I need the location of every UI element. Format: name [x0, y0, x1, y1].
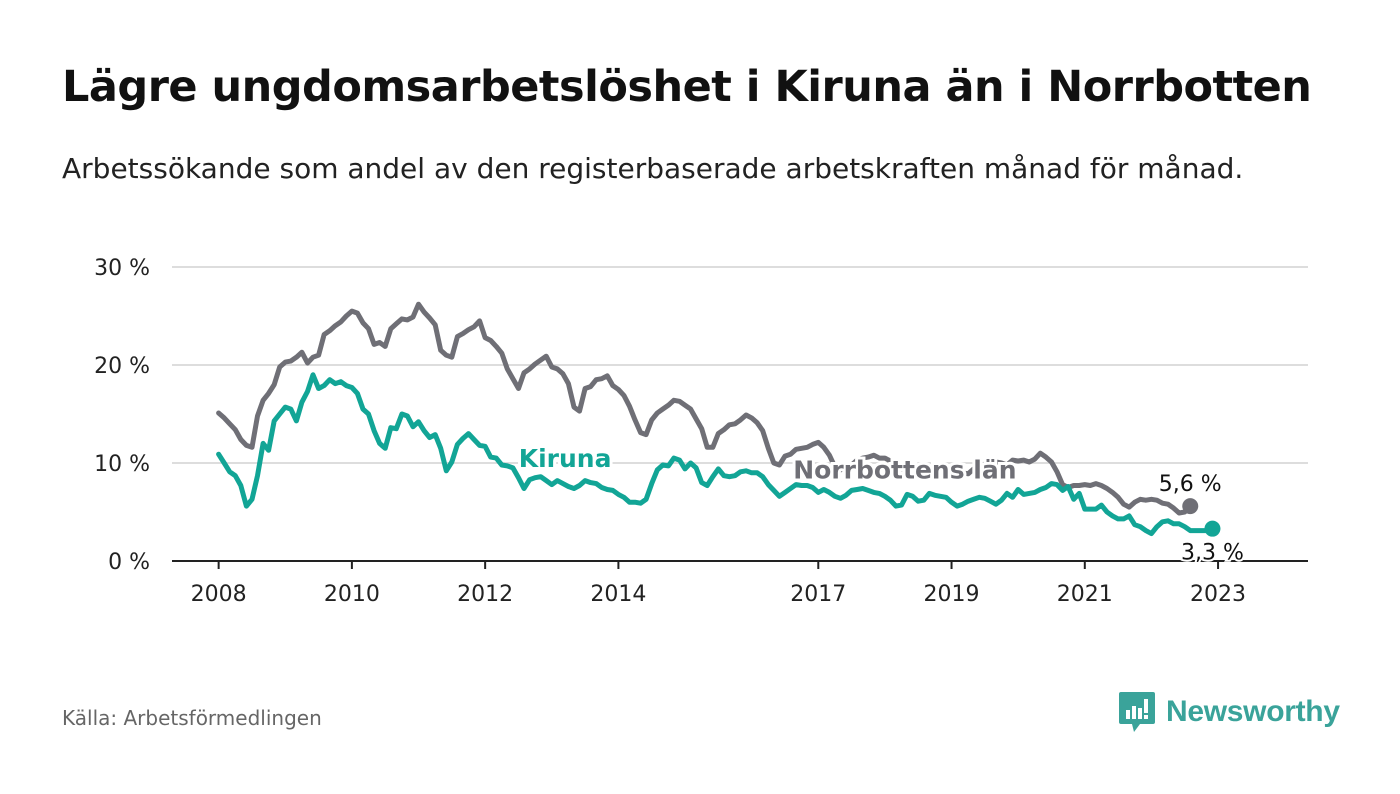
y-tick-label: 0 % [108, 550, 150, 575]
y-tick-label: 30 % [94, 256, 150, 281]
x-tick-label: 2023 [1190, 582, 1246, 607]
newsworthy-logo-icon [1119, 692, 1155, 732]
norrbotten-series-line [216, 301, 1193, 516]
x-tick-label: 2017 [790, 582, 846, 607]
norrbotten-end-label: 5,6 % [1159, 472, 1222, 497]
norrbotten-series-label: Norrbottens län [793, 456, 1016, 485]
source-note: Källa: Arbetsförmedlingen [62, 706, 322, 730]
y-tick-label: 20 % [94, 354, 150, 379]
kiruna-series-label: Kiruna [519, 444, 612, 473]
brand-name: Newsworthy [1166, 695, 1340, 728]
brand-logo: Newsworthy [1118, 690, 1340, 734]
x-tick-label: 2008 [191, 582, 247, 607]
x-tick-label: 2021 [1057, 582, 1113, 607]
kiruna-end-label: 3,3 % [1181, 541, 1244, 566]
x-tick-label: 2010 [324, 582, 380, 607]
x-tick-label: 2012 [457, 582, 513, 607]
line-chart: 0 % 10 % 20 % 30 % 2008 2010 2012 2014 2017 2019 2… [94, 256, 1308, 607]
kiruna-series-line [216, 372, 1215, 537]
chart-title: Lägre ungdomsarbetslöshet i Kiruna än i … [62, 62, 1312, 112]
norrbotten-end-point [1182, 498, 1199, 515]
x-tick-label: 2019 [924, 582, 980, 607]
x-tick-label: 2014 [590, 582, 646, 607]
kiruna-end-point [1204, 520, 1221, 537]
chart-subtitle: Arbetssökande som andel av den registerb… [62, 152, 1244, 185]
y-tick-label: 10 % [94, 452, 150, 477]
